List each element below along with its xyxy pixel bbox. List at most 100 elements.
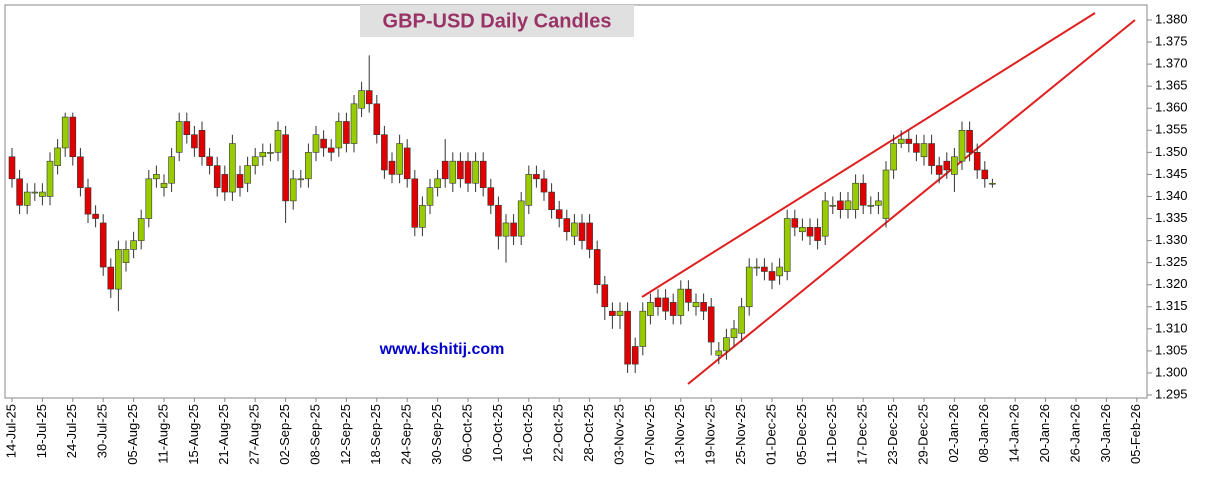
candle-body xyxy=(274,129,282,153)
candle-body xyxy=(730,328,738,338)
candle-body xyxy=(479,160,487,188)
candle-body xyxy=(403,147,411,180)
candle-body xyxy=(381,134,388,171)
y-tick-label: 1.305 xyxy=(1155,342,1188,357)
candle-body xyxy=(84,187,92,215)
candle-body xyxy=(905,138,913,144)
candle-body xyxy=(297,178,305,181)
y-tick-label: 1.315 xyxy=(1155,298,1188,313)
y-tick-label: 1.355 xyxy=(1155,122,1188,137)
candle-body xyxy=(981,169,989,180)
x-tick-label: 05-Dec-25 xyxy=(794,404,809,465)
x-tick-label: 18-Jul-25 xyxy=(34,404,49,458)
candle-body xyxy=(343,121,350,144)
candle-body xyxy=(920,143,928,158)
candle-body xyxy=(548,191,555,211)
candle-body xyxy=(441,160,449,180)
x-tick-label: 15-Aug-25 xyxy=(186,404,201,465)
x-tick-label: 14-Jul-25 xyxy=(3,404,18,458)
candle-body xyxy=(464,160,472,184)
candle-body xyxy=(198,129,206,158)
candle-body xyxy=(677,288,685,316)
candle-body xyxy=(768,271,776,281)
candle-body xyxy=(92,213,99,219)
x-tick-label: 27-Aug-25 xyxy=(247,404,262,465)
candle-body xyxy=(77,156,84,188)
candle-body xyxy=(365,90,373,105)
candle-body xyxy=(533,174,540,180)
candle-body xyxy=(16,178,23,206)
x-tick-label: 11-Dec-25 xyxy=(824,404,839,464)
candle-body xyxy=(525,174,533,206)
x-tick-label: 12-Sep-25 xyxy=(338,404,353,465)
candle-body xyxy=(373,103,381,136)
candle-body xyxy=(426,187,434,206)
x-tick-label: 21-Aug-25 xyxy=(216,404,231,465)
x-tick-label: 30-Sep-25 xyxy=(429,404,444,465)
candle-body xyxy=(586,222,593,250)
x-tick-label: 13-Nov-25 xyxy=(672,404,687,465)
candle-body xyxy=(601,284,609,308)
candle-body xyxy=(449,160,457,184)
candle-body xyxy=(723,337,730,352)
candle-body xyxy=(669,302,677,316)
candle-body xyxy=(799,227,806,233)
candle-body xyxy=(289,178,297,202)
y-tick-label: 1.325 xyxy=(1155,254,1188,269)
x-tick-label: 05-Aug-25 xyxy=(125,404,140,465)
candle-body xyxy=(609,310,616,316)
candle-body xyxy=(39,191,46,197)
y-tick-label: 1.370 xyxy=(1155,56,1188,71)
candle-body xyxy=(738,306,745,334)
candle-body xyxy=(320,138,327,149)
candle-body xyxy=(183,121,191,136)
chart-title: GBP-USD Daily Candles xyxy=(383,10,612,32)
x-tick-label: 02-Jan-26 xyxy=(946,404,961,463)
candle-body xyxy=(852,182,859,211)
candle-body xyxy=(844,200,852,211)
candle-body xyxy=(213,165,221,188)
x-tick-label: 30-Jan-26 xyxy=(1098,404,1113,463)
candle-body xyxy=(935,165,943,175)
x-tick-label: 14-Jan-26 xyxy=(1007,404,1022,463)
candle-body xyxy=(829,204,837,207)
candle-body xyxy=(958,129,966,162)
candle-body xyxy=(107,266,115,290)
candle-body xyxy=(647,302,654,316)
candle-body xyxy=(23,191,31,206)
x-tick-label: 28-Oct-25 xyxy=(581,404,596,462)
candle-body xyxy=(943,160,951,171)
candle-body xyxy=(837,200,844,211)
candle-body xyxy=(305,152,312,180)
y-tick-label: 1.350 xyxy=(1155,144,1188,159)
x-tick-label: 30-Jul-25 xyxy=(95,404,110,458)
title-box xyxy=(360,5,634,37)
x-tick-label: 07-Nov-25 xyxy=(642,404,657,465)
candle-body xyxy=(8,156,16,180)
candle-body xyxy=(229,143,236,193)
x-tick-label: 23-Dec-25 xyxy=(885,404,900,465)
candle-body xyxy=(859,182,867,206)
candle-body xyxy=(312,134,320,153)
candle-body xyxy=(69,116,77,158)
candle-body xyxy=(502,222,510,237)
candle-body xyxy=(251,156,259,166)
x-tick-label: 26-Jan-26 xyxy=(1067,404,1082,463)
candle-body xyxy=(951,156,958,175)
x-tick-label: 03-Nov-25 xyxy=(611,404,626,465)
candle-body xyxy=(875,200,882,206)
x-tick-label: 10-Oct-25 xyxy=(490,404,505,462)
candle-body xyxy=(31,191,39,194)
candle-body xyxy=(578,222,586,241)
x-tick-label: 01-Dec-25 xyxy=(763,404,778,465)
candle-body xyxy=(495,204,502,237)
x-tick-label: 24-Jul-25 xyxy=(64,404,79,458)
candle-body xyxy=(700,302,707,312)
candle-body xyxy=(654,297,662,308)
y-tick-label: 1.295 xyxy=(1155,386,1188,401)
candle-body xyxy=(913,143,920,153)
candle-body xyxy=(160,182,168,188)
x-tick-label: 08-Sep-25 xyxy=(307,404,322,465)
candle-body xyxy=(259,152,267,158)
candle-body xyxy=(624,310,631,365)
